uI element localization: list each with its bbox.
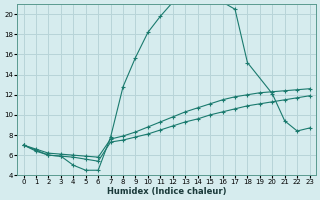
X-axis label: Humidex (Indice chaleur): Humidex (Indice chaleur)	[107, 187, 226, 196]
